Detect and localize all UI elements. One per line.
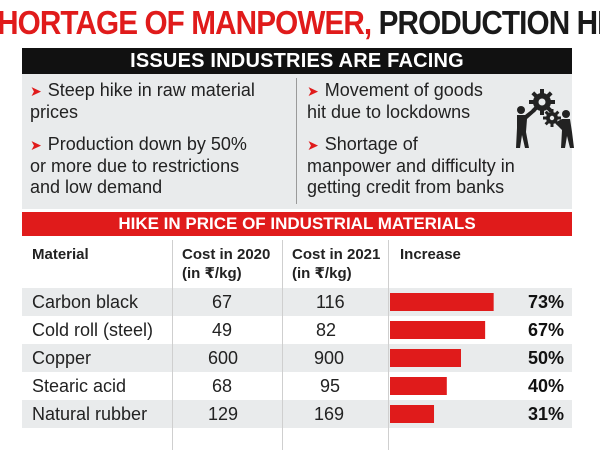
increase-bar bbox=[390, 405, 435, 423]
cost-2020-cell: 600 bbox=[208, 348, 239, 368]
col-header-increase: Increase bbox=[400, 246, 461, 263]
arrow-icon: ➤ bbox=[307, 137, 319, 153]
issue-item: ➤ Production down by 50% or more due to r… bbox=[30, 134, 247, 198]
page-title: SHORTAGE OF MANPOWER, PRODUCTION HIT bbox=[0, 0, 600, 46]
col-header-cost-2021: Cost in 2021 (in ₹/kg) bbox=[292, 245, 380, 283]
price-table: Material Cost in 2020 (in ₹/kg) Cost in … bbox=[22, 236, 572, 450]
col-header-cost-2020: Cost in 2020 (in ₹/kg) bbox=[182, 245, 270, 283]
title-part-red: SHORTAGE OF MANPOWER, bbox=[0, 4, 372, 41]
increase-label: 40% bbox=[527, 376, 564, 396]
issues-divider bbox=[296, 78, 297, 204]
cost-2021-cell: 95 bbox=[320, 376, 341, 396]
increase-label: 73% bbox=[527, 292, 564, 312]
column-divider bbox=[388, 240, 389, 450]
material-cell: Copper bbox=[32, 348, 92, 368]
issue-item: ➤ Movement of goods hit due to lockdowns bbox=[307, 80, 483, 123]
cost-2021-cell: 82 bbox=[316, 320, 337, 340]
issue-line: Shortage of bbox=[324, 134, 418, 154]
table-row: Copper 600 900 50% bbox=[22, 344, 572, 372]
increase-label: 31% bbox=[527, 404, 564, 424]
issue-line: Movement of goods bbox=[324, 80, 483, 100]
arrow-icon: ➤ bbox=[30, 137, 42, 153]
increase-label: 50% bbox=[527, 348, 564, 368]
issue-line: or more due to restrictions bbox=[30, 156, 240, 176]
increase-bar bbox=[390, 349, 461, 367]
issue-line: prices bbox=[30, 102, 79, 122]
col-header-line: Cost in 2020 bbox=[182, 246, 271, 263]
issue-line: getting credit from banks bbox=[307, 177, 505, 197]
cost-2020-cell: 67 bbox=[212, 292, 233, 312]
issue-line: Steep hike in raw material bbox=[47, 80, 255, 100]
issue-line: hit due to lockdowns bbox=[307, 102, 471, 122]
arrow-icon: ➤ bbox=[30, 83, 42, 99]
issue-line: and low demand bbox=[30, 177, 163, 197]
col-header-unit: (in ₹/kg) bbox=[182, 265, 242, 282]
chart-title: HIKE IN PRICE OF INDUSTRIAL MATERIALS bbox=[22, 212, 572, 236]
increase-bar bbox=[390, 321, 486, 339]
cost-2020-cell: 68 bbox=[212, 376, 233, 396]
cost-2020-cell: 49 bbox=[212, 320, 233, 340]
issues-header: ISSUES INDUSTRIES ARE FACING bbox=[22, 48, 572, 74]
title-part-black: PRODUCTION HIT bbox=[378, 4, 600, 41]
table-row: Natural rubber 129 169 31% bbox=[22, 400, 572, 428]
table-row: Stearic acid 68 95 40% bbox=[22, 372, 572, 400]
table-row: Cold roll (steel) 49 82 67% bbox=[22, 316, 572, 344]
increase-bars bbox=[390, 293, 494, 423]
cost-2021-cell: 116 bbox=[316, 292, 345, 312]
col-header-material: Material bbox=[32, 246, 89, 263]
cost-2020-cell: 129 bbox=[208, 404, 239, 424]
col-header-line: Cost in 2021 bbox=[292, 246, 381, 263]
increase-bar bbox=[390, 377, 447, 395]
col-header-unit: (in ₹/kg) bbox=[292, 265, 352, 282]
material-cell: Natural rubber bbox=[32, 404, 148, 424]
issue-line: Production down by 50% bbox=[47, 134, 247, 154]
material-cell: Cold roll (steel) bbox=[32, 320, 154, 340]
arrow-icon: ➤ bbox=[307, 83, 319, 99]
increase-label: 67% bbox=[527, 320, 564, 340]
issue-item: ➤ Steep hike in raw material prices bbox=[30, 80, 255, 123]
workers-gears-icon bbox=[516, 89, 574, 148]
material-cell: Stearic acid bbox=[32, 376, 127, 396]
issue-line: manpower and difficulty in bbox=[307, 156, 515, 176]
material-cell: Carbon black bbox=[32, 292, 139, 312]
column-divider bbox=[172, 240, 173, 450]
column-divider bbox=[282, 240, 283, 450]
increase-bar bbox=[390, 293, 494, 311]
cost-2021-cell: 900 bbox=[314, 348, 345, 368]
issues-panel: ➤ Steep hike in raw material prices ➤ Prod… bbox=[22, 74, 574, 209]
issue-item: ➤ Shortage of manpower and difficulty in … bbox=[307, 134, 515, 198]
cost-2021-cell: 169 bbox=[314, 404, 345, 424]
